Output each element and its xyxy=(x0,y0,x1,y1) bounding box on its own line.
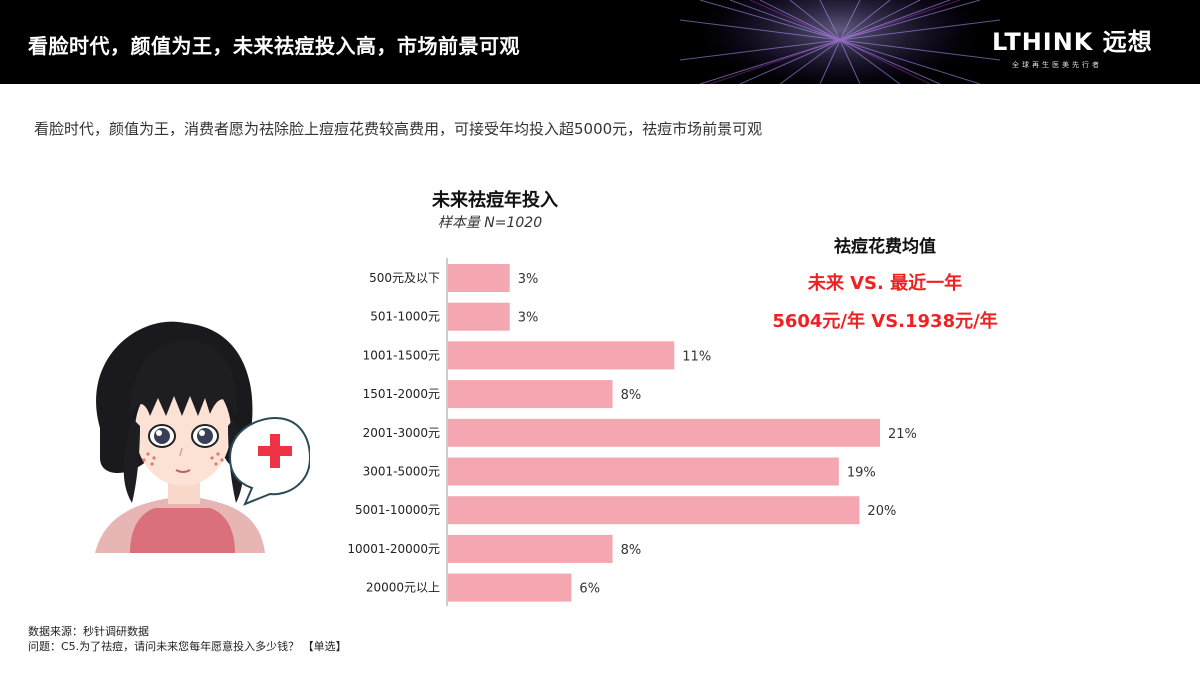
footer-notes: 数据来源：秒针调研数据 问题：C5.为了祛痘，请问未来您每年愿意投入多少钱？ 【… xyxy=(28,624,347,654)
data-source: 数据来源：秒针调研数据 xyxy=(28,625,149,638)
average-title: 祛痘花费均值 xyxy=(834,237,936,257)
header-bar: 看脸时代，颜值为王，未来祛痘投入高，市场前景可观 LTHINK 远想 全球再生医… xyxy=(0,0,1200,84)
bar xyxy=(448,418,880,447)
bar-value-label: 19% xyxy=(847,466,876,481)
category-label: 10001-20000元 xyxy=(347,542,440,556)
hair-bangs xyxy=(129,339,237,418)
category-label: 1001-1500元 xyxy=(363,348,440,362)
dress-strap xyxy=(130,508,235,553)
survey-question: 问题：C5.为了祛痘，请问未来您每年愿意投入多少钱？ 【单选】 xyxy=(28,640,347,653)
medical-cross-icon xyxy=(228,416,310,506)
chart-subtitle: 样本量 N=1020 xyxy=(438,215,542,231)
bar xyxy=(448,534,613,563)
page-title: 看脸时代，颜值为王，未来祛痘投入高，市场前景可观 xyxy=(28,34,520,58)
bar xyxy=(448,573,572,602)
logo-text: LTHINK 远想 xyxy=(992,28,1153,56)
header-light-rays xyxy=(679,0,1001,84)
average-spend-box: 祛痘花费均值 未来 VS. 最近一年 5604元/年 VS.1938元/年 xyxy=(760,232,1010,333)
bar-value-label: 8% xyxy=(621,388,642,403)
brand-logo: LTHINK 远想 全球再生医美先行者 xyxy=(992,22,1153,70)
bar xyxy=(448,496,860,525)
bar-value-label: 8% xyxy=(621,543,642,558)
mouth xyxy=(175,469,191,473)
category-label: 20000元以上 xyxy=(366,581,440,595)
category-label: 500元及以下 xyxy=(369,271,440,285)
category-label: 1501-2000元 xyxy=(363,387,440,401)
acne-spots xyxy=(142,452,224,466)
category-label: 5001-10000元 xyxy=(355,503,440,517)
average-compare-values: 5604元/年 VS.1938元/年 xyxy=(772,311,998,332)
slide-subtitle: 看脸时代，颜值为王，消费者愿为祛除脸上痘痘花费较高费用，可接受年均投入超5000… xyxy=(34,120,763,138)
bar-value-label: 3% xyxy=(518,311,539,326)
category-label: 501-1000元 xyxy=(370,310,440,324)
category-label: 3001-5000元 xyxy=(363,465,440,479)
bar xyxy=(448,264,510,292)
bar xyxy=(448,457,839,486)
cartoon-girl-illustration xyxy=(95,321,310,553)
chart-title: 未来祛痘年投入 xyxy=(432,189,558,211)
bar-value-label: 21% xyxy=(888,427,917,442)
average-compare-label: 未来 VS. 最近一年 xyxy=(807,273,963,294)
bar-value-label: 6% xyxy=(579,582,600,597)
bar xyxy=(448,302,510,331)
bar-value-label: 20% xyxy=(867,504,896,519)
logo-tagline: 全球再生医美先行者 xyxy=(1012,61,1102,69)
bar xyxy=(448,380,613,409)
bar-value-label: 3% xyxy=(518,272,539,287)
bar-value-label: 11% xyxy=(682,349,711,364)
category-label: 2001-3000元 xyxy=(363,426,440,440)
bar xyxy=(448,341,675,370)
